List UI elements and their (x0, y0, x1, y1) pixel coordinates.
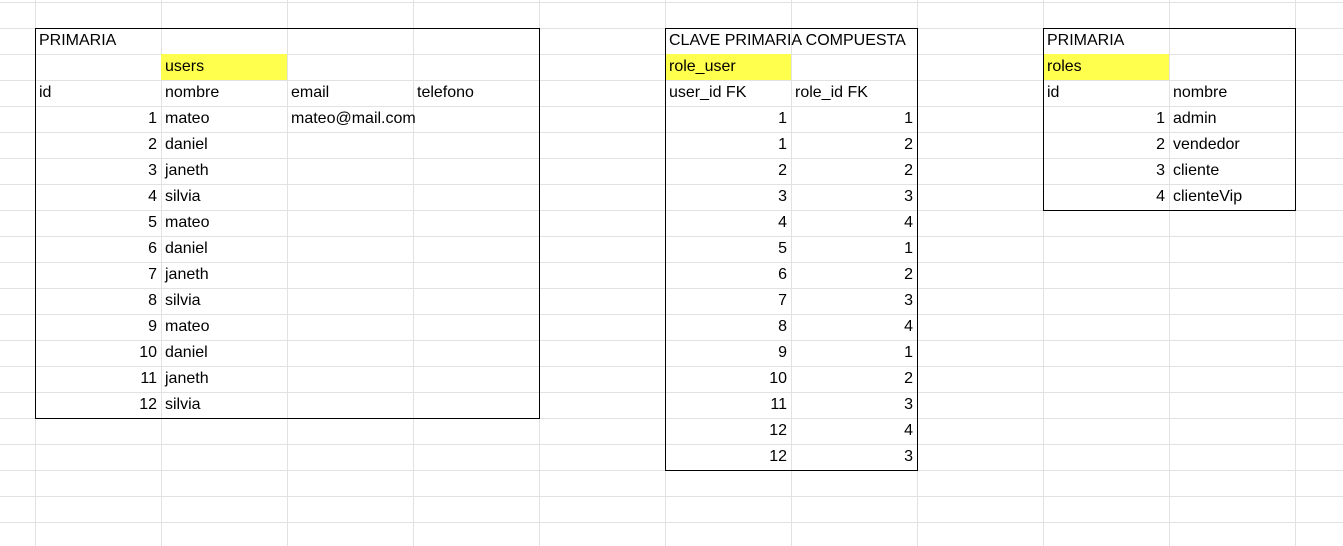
users_table-cell[interactable]: daniel (165, 344, 208, 361)
role_user_table-cell[interactable]: 3 (778, 188, 787, 205)
users_table-cell[interactable]: 3 (148, 162, 157, 179)
roles_table-name[interactable]: roles (1043, 54, 1169, 80)
role_user_table-cell[interactable]: 1 (904, 240, 913, 257)
users_table-cell[interactable] (287, 184, 413, 210)
role_user_table-cell[interactable]: 9 (778, 344, 787, 361)
users_table-cell[interactable] (413, 392, 539, 418)
users_table-cell[interactable]: 1 (148, 110, 157, 127)
role_user_table-cell[interactable]: 4 (904, 214, 913, 231)
users_table-cell[interactable] (287, 132, 413, 158)
users_table-cell[interactable]: silvia (165, 188, 201, 205)
role_user_table-cell[interactable]: 4 (904, 422, 913, 439)
users_table-cell[interactable]: mateo@mail.com (291, 110, 416, 127)
users_table-cell[interactable] (287, 210, 413, 236)
role_user_table-cell[interactable]: 1 (904, 110, 913, 127)
users_table-cell[interactable]: daniel (165, 240, 208, 257)
role_user_table-cell[interactable]: 1 (778, 136, 787, 153)
users_table-cell[interactable]: janeth (165, 370, 209, 387)
users_table-cell[interactable]: silvia (165, 292, 201, 309)
users_table-cell[interactable]: mateo (165, 110, 210, 127)
roles_table-cell[interactable]: 3 (1156, 162, 1165, 179)
users_table-name[interactable]: users (161, 54, 287, 80)
roles_table-cell[interactable]: 1 (1156, 110, 1165, 127)
role_user_table-name[interactable]: role_user (665, 54, 791, 80)
users_table-cell[interactable] (287, 392, 413, 418)
users_table-cell[interactable]: daniel (165, 136, 208, 153)
role_user_table-cell[interactable]: 11 (770, 396, 787, 413)
role_user_table-cell[interactable]: 8 (778, 318, 787, 335)
users_table-label[interactable]: PRIMARIA (39, 32, 117, 49)
users_table-cell[interactable]: 8 (148, 292, 157, 309)
users_table-cell[interactable] (287, 288, 413, 314)
users_table-cell[interactable]: 7 (148, 266, 157, 283)
role_user_table-cell[interactable]: 4 (778, 214, 787, 231)
role_user_table-cell[interactable]: 12 (769, 422, 787, 439)
users_table-cell[interactable] (413, 366, 539, 392)
roles_table-label[interactable]: PRIMARIA (1047, 32, 1125, 49)
roles_table-cell[interactable]: 4 (1156, 188, 1165, 205)
role_user_table-cell[interactable]: 1 (778, 110, 787, 127)
users_table-cell[interactable]: 11 (140, 370, 157, 387)
roles_table-cell[interactable]: 2 (1156, 136, 1165, 153)
users_table-cell[interactable]: silvia (165, 396, 201, 413)
users_table-cell[interactable]: 2 (148, 136, 157, 153)
role_user_table-cell[interactable]: 3 (904, 188, 913, 205)
roles_table-cell[interactable]: cliente (1173, 162, 1220, 179)
users_table-cell[interactable] (413, 340, 539, 366)
role_user_table-label[interactable]: CLAVE PRIMARIA COMPUESTA (669, 32, 906, 49)
roles_table-cell[interactable]: clienteVip (1173, 188, 1243, 205)
role_user_table-cell[interactable]: 4 (904, 318, 913, 335)
role_user_table-cell[interactable]: 3 (904, 396, 913, 413)
role_user_table-cell[interactable]: 1 (904, 344, 913, 361)
users_table-cell[interactable] (413, 262, 539, 288)
users_table-cell[interactable] (287, 366, 413, 392)
role_user_table-cell[interactable]: 12 (769, 448, 787, 465)
users_table-cell[interactable] (287, 262, 413, 288)
roles_table-cell[interactable]: vendedor (1173, 136, 1240, 153)
users_table-cell[interactable] (413, 288, 539, 314)
role_user_table-cell[interactable]: 2 (778, 162, 787, 179)
users_table-cell[interactable] (413, 106, 539, 132)
users_table-cell[interactable]: mateo (165, 214, 210, 231)
users_table-header-1[interactable]: nombre (165, 84, 220, 101)
users_table-cell[interactable]: 12 (139, 396, 157, 413)
users_table-cell[interactable]: 5 (148, 214, 157, 231)
users_table-header-0[interactable]: id (39, 84, 52, 101)
users_table-cell[interactable] (413, 132, 539, 158)
users_table-cell[interactable]: 6 (148, 240, 157, 257)
users_table-cell[interactable] (413, 314, 539, 340)
users_table-cell[interactable]: janeth (165, 162, 209, 179)
role_user_table-header-1[interactable]: role_id FK (795, 84, 868, 101)
users_table-cell[interactable] (287, 314, 413, 340)
role_user_table-cell[interactable]: 2 (904, 370, 913, 387)
users_table-header-2[interactable]: email (291, 84, 330, 101)
users_table-cell[interactable]: 9 (148, 318, 157, 335)
role_user_table-cell[interactable]: 2 (904, 162, 913, 179)
roles_table-header-0[interactable]: id (1047, 84, 1060, 101)
users_table-cell[interactable] (287, 236, 413, 262)
roles_table-header-1[interactable]: nombre (1173, 84, 1228, 101)
users_table-cell[interactable] (413, 210, 539, 236)
role_user_table-header-0[interactable]: user_id FK (669, 84, 747, 101)
role_user_table-cell[interactable]: 10 (769, 370, 787, 387)
users_table-cell[interactable]: 4 (148, 188, 157, 205)
users_table-cell[interactable]: mateo (165, 318, 210, 335)
users_table-cell[interactable]: janeth (165, 266, 209, 283)
role_user_table-cell[interactable]: 6 (778, 266, 787, 283)
users_table-cell[interactable] (287, 340, 413, 366)
users_table-cell[interactable] (413, 184, 539, 210)
role_user_table-cell[interactable]: 2 (904, 266, 913, 283)
users_table-cell[interactable] (413, 158, 539, 184)
role_user_table-cell[interactable]: 5 (778, 240, 787, 257)
users_table-header-3[interactable]: telefono (417, 84, 474, 101)
role_user_table-cell[interactable]: 2 (904, 136, 913, 153)
role_user_table-cell[interactable]: 3 (904, 448, 913, 465)
role_user_table-cell[interactable]: 3 (904, 292, 913, 309)
users_table-cell[interactable] (413, 236, 539, 262)
role_user_table-cell[interactable]: 7 (778, 292, 787, 309)
users_table-cell[interactable] (287, 158, 413, 184)
users_table-cell[interactable]: 10 (139, 344, 157, 361)
roles_table-cell[interactable]: admin (1173, 110, 1217, 127)
